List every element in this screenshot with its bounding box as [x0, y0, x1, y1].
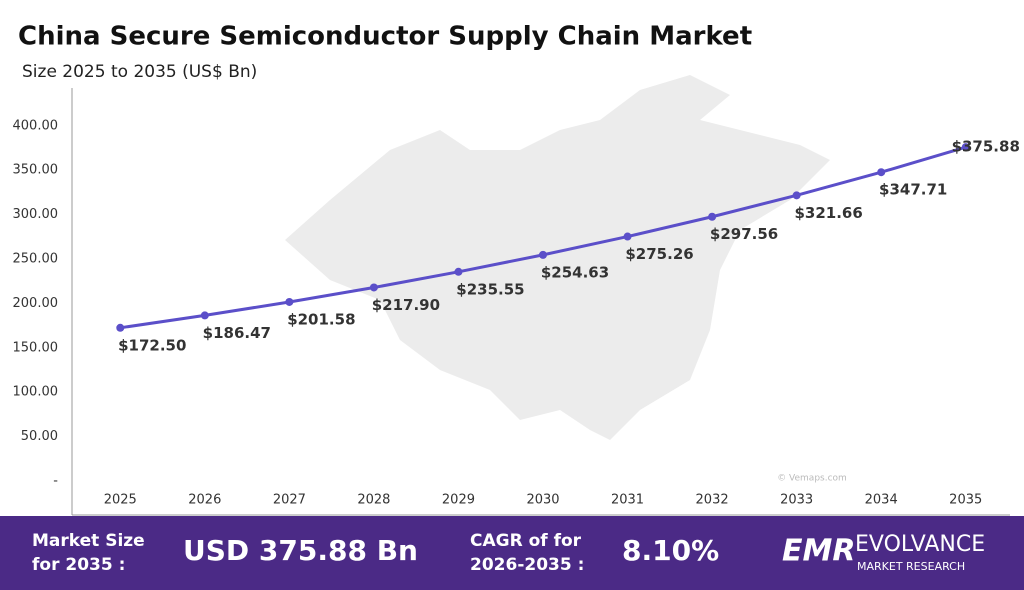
data-label: $217.90 — [372, 296, 440, 314]
footer-label: 2026-2035 : — [470, 555, 584, 575]
data-point — [369, 283, 378, 292]
data-point — [454, 267, 463, 276]
data-label: $186.47 — [203, 324, 271, 342]
footer-label: for 2035 : — [32, 555, 125, 575]
data-point — [877, 168, 886, 177]
chart-title: China Secure Semiconductor Supply Chain … — [18, 22, 752, 52]
footer-value: 8.10% — [622, 534, 719, 567]
data-label: $201.58 — [287, 310, 355, 328]
y-tick-label: 300.00 — [13, 207, 59, 222]
data-label: $235.55 — [456, 280, 524, 298]
data-point — [285, 297, 294, 306]
data-label: $321.66 — [794, 204, 862, 222]
data-point — [708, 212, 717, 221]
x-tick-label: 2025 — [104, 493, 137, 508]
footer-value: USD 375.88 Bn — [183, 534, 418, 567]
data-point — [623, 232, 632, 241]
data-point — [961, 143, 970, 152]
logo-sub: MARKET RESEARCH — [857, 560, 965, 573]
logo-name: EVOLVANCE — [855, 532, 985, 557]
y-tick-label: 150.00 — [13, 340, 59, 355]
data-point — [200, 311, 209, 320]
data-point — [116, 323, 125, 332]
x-tick-label: 2032 — [696, 493, 729, 508]
watermark: © Vemaps.com — [777, 474, 847, 484]
y-tick-label: 400.00 — [13, 118, 59, 133]
map-background — [285, 75, 830, 440]
x-tick-label: 2033 — [780, 493, 813, 508]
x-tick-label: 2029 — [442, 493, 475, 508]
data-point — [539, 250, 547, 259]
x-tick-label: 2035 — [949, 493, 982, 508]
footer-label: Market Size — [32, 531, 145, 551]
x-tick-label: 2031 — [611, 493, 644, 508]
data-label: $275.26 — [625, 245, 693, 263]
x-tick-label: 2026 — [188, 493, 221, 508]
logo-mark: EMR — [782, 534, 855, 569]
x-tick-label: 2027 — [273, 493, 306, 508]
y-tick-label: 200.00 — [13, 296, 59, 311]
y-tick-label: - — [53, 474, 58, 489]
x-tick-label: 2034 — [865, 493, 898, 508]
footer-label: CAGR of for — [470, 531, 582, 551]
y-tick-label: 50.00 — [21, 429, 58, 444]
footer: Market Size for 2035 : USD 375.88 Bn CAG… — [0, 516, 1024, 590]
data-label: $347.71 — [879, 181, 947, 199]
x-tick-label: 2028 — [357, 493, 390, 508]
data-label: $375.88 — [952, 138, 1020, 156]
y-tick-label: 250.00 — [13, 251, 59, 266]
y-tick-label: 100.00 — [13, 385, 59, 400]
data-point — [792, 191, 801, 200]
x-tick-label: 2030 — [526, 493, 559, 508]
data-label: $254.63 — [541, 263, 609, 281]
footer-band — [0, 516, 1024, 590]
data-label: $172.50 — [118, 336, 186, 354]
y-tick-label: 350.00 — [13, 163, 59, 178]
chart-subtitle: Size 2025 to 2035 (US$ Bn) — [22, 62, 257, 82]
data-label: $297.56 — [710, 225, 778, 243]
